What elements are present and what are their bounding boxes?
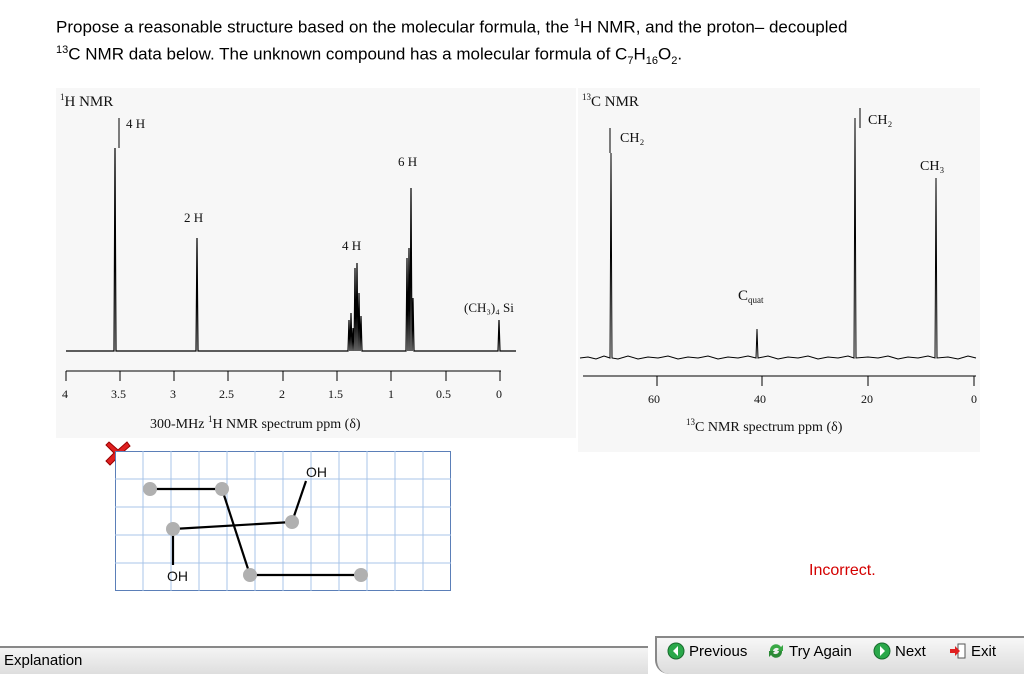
c-nmr-background — [578, 88, 980, 452]
exit-label: Exit — [971, 642, 997, 660]
c-nmr-trace — [579, 117, 977, 360]
explanation-label: Explanation — [4, 652, 83, 669]
recycle-arrows-icon — [769, 644, 783, 658]
atoms — [143, 482, 368, 582]
h-peak-label-2: 2 H — [184, 210, 203, 225]
previous-label: Previous — [689, 642, 748, 660]
h-nmr-trace — [66, 147, 516, 352]
atom-node[interactable] — [285, 515, 299, 529]
h-nmr-title: 1H NMR — [60, 92, 113, 110]
structure-drawing-area[interactable]: OH OH — [115, 451, 451, 591]
tms-label: (CH₃)₄ Si — [464, 300, 514, 315]
atom-node[interactable] — [243, 568, 257, 582]
question-line-1: Propose a reasonable structure based on … — [56, 17, 848, 37]
atom-node[interactable] — [354, 568, 368, 582]
arrow-right-icon — [873, 642, 891, 660]
c-tick-label: 20 — [861, 392, 873, 406]
c-nmr-spectrum: 13C NMR CH₂ Cquat CH₂ CH₃ 60 40 20 0 13C… — [579, 92, 977, 435]
c-nmr-axis-label: 13C NMR spectrum ppm (δ) — [686, 417, 843, 435]
next-label: Next — [895, 642, 926, 660]
question-line-2: 13C NMR data below. The unknown compound… — [56, 43, 683, 67]
c-peak-label-3: CH₂ — [868, 113, 892, 128]
question-text: Propose a reasonable structure based on … — [56, 12, 986, 72]
drawing-grid[interactable]: OH OH — [115, 451, 451, 591]
atom-node[interactable] — [166, 522, 180, 536]
previous-button[interactable]: Previous — [667, 640, 747, 662]
c-tick-label: 60 — [648, 392, 660, 406]
h-nmr-background — [56, 88, 576, 438]
c-peak-label-2: Cquat — [738, 288, 764, 305]
next-button[interactable]: Next — [873, 640, 926, 662]
h-nmr-ticks — [65, 371, 501, 381]
exit-door-icon — [950, 643, 966, 659]
h-tick-label: 2 — [279, 387, 285, 401]
c-tick-label: 0 — [971, 392, 977, 406]
bonds — [150, 480, 361, 577]
arrow-left-icon — [667, 642, 685, 660]
h-tick-label: 1.5 — [328, 387, 343, 401]
atom-node[interactable] — [215, 482, 229, 496]
try-again-button[interactable]: Try Again — [767, 640, 852, 662]
c-peak-label-1: CH₂ — [620, 131, 644, 146]
c-tick-label: 40 — [754, 392, 766, 406]
oh-label-top[interactable]: OH — [306, 464, 327, 480]
h-tick-label: 4 — [62, 387, 68, 401]
h-nmr-axis-label: 300-MHz 1H NMR spectrum ppm (δ) — [150, 414, 361, 432]
c-peak-label-4: CH₃ — [920, 159, 944, 174]
exit-button[interactable]: Exit — [949, 640, 996, 662]
explanation-tab[interactable]: Explanation — [0, 646, 648, 674]
feedback-text: Incorrect. — [809, 562, 876, 579]
oh-label-bottom[interactable]: OH — [167, 568, 188, 584]
h-tick-label: 0 — [496, 387, 502, 401]
c-nmr-ticks — [656, 376, 975, 386]
atom-node[interactable] — [143, 482, 157, 496]
h-tick-label: 0.5 — [436, 387, 451, 401]
h-peak-label-1: 4 H — [126, 116, 145, 131]
grid-lines — [115, 451, 451, 591]
navigation-panel: Previous Try Again Next Exit — [655, 636, 1024, 674]
h-tick-label: 2.5 — [219, 387, 234, 401]
c-nmr-title: 13C NMR — [582, 92, 639, 110]
h-peak-label-4: 6 H — [398, 154, 417, 169]
h-nmr-spectrum: 1H NMR 4 H 2 H 4 H 6 H (CH₃)₄ Si 4 3.5 3… — [60, 92, 516, 432]
h-peak-label-3: 4 H — [342, 238, 361, 253]
h-tick-label: 3.5 — [111, 387, 126, 401]
h-tick-label: 1 — [388, 387, 394, 401]
try-again-label: Try Again — [789, 642, 852, 660]
h-tick-label: 3 — [170, 387, 176, 401]
